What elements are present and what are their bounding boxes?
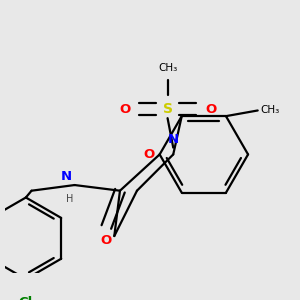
Text: S: S	[163, 102, 172, 116]
Text: O: O	[205, 103, 216, 116]
Text: O: O	[119, 103, 130, 116]
Text: H: H	[66, 194, 74, 204]
Text: CH₃: CH₃	[260, 106, 279, 116]
Text: O: O	[101, 234, 112, 247]
Text: Cl: Cl	[19, 296, 33, 300]
Text: CH₃: CH₃	[158, 63, 177, 73]
Text: N: N	[61, 170, 72, 183]
Text: N: N	[168, 134, 179, 146]
Text: O: O	[144, 148, 155, 161]
